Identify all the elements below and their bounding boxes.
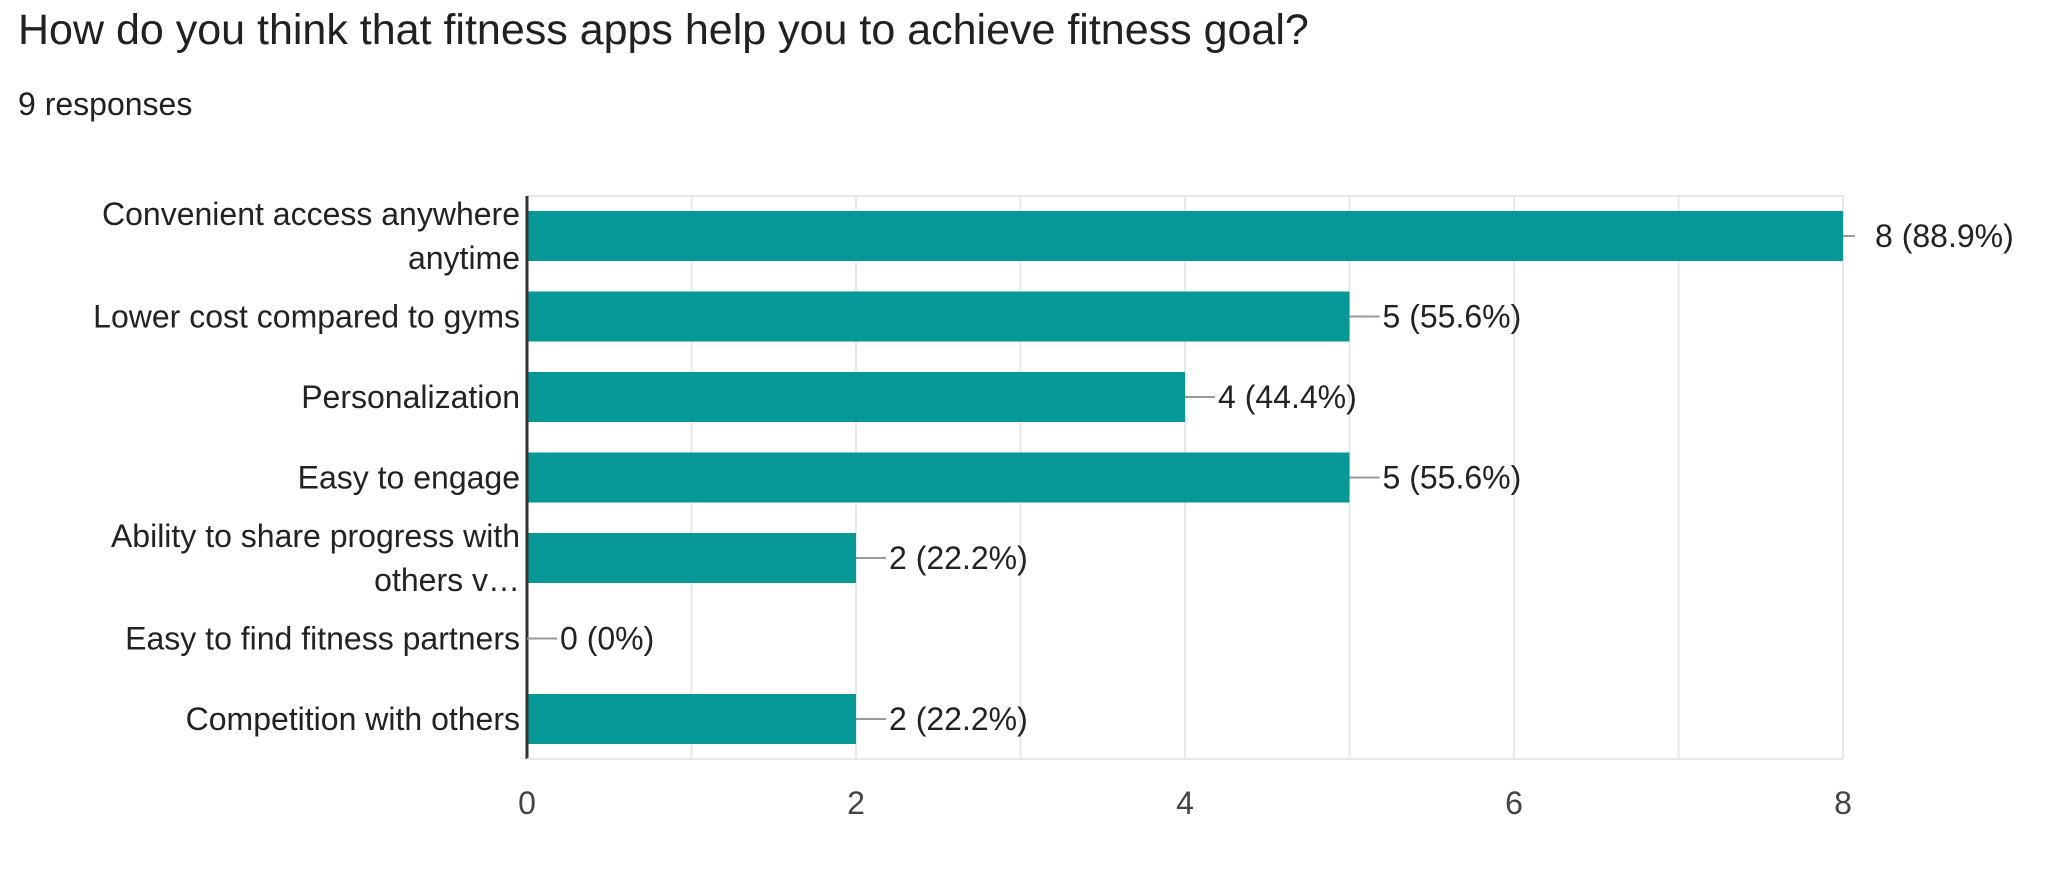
- data-label: 2 (22.2%): [889, 701, 1028, 737]
- bar: [527, 291, 1350, 342]
- data-label: 0 (0%): [560, 621, 654, 657]
- data-label: 4 (44.4%): [1218, 379, 1357, 415]
- category-label: others v…: [374, 562, 520, 598]
- category-label: Lower cost compared to gyms: [93, 299, 520, 335]
- category-label: Personalization: [301, 379, 520, 415]
- bar: [527, 694, 856, 744]
- category-label: Easy to engage: [298, 460, 520, 496]
- category-label: anytime: [408, 240, 520, 276]
- axes: 0 2 4 6 8: [518, 196, 1852, 821]
- data-label: 5 (55.6%): [1383, 460, 1522, 496]
- data-label: 2 (22.2%): [889, 540, 1028, 576]
- bar: [527, 452, 1350, 503]
- category-label: Easy to find fitness partners: [125, 621, 520, 657]
- x-tick-label: 0: [518, 785, 536, 821]
- x-tick-label: 8: [1834, 785, 1852, 821]
- response-count: 9 responses: [18, 86, 193, 122]
- x-tick-label: 6: [1505, 785, 1523, 821]
- category-label: Ability to share progress with: [111, 518, 520, 554]
- bar: [527, 533, 856, 583]
- labels: 8 (88.9%) Convenient access anywhere anyti…: [93, 196, 2014, 737]
- bar: [527, 211, 1843, 261]
- bars: [527, 211, 1843, 744]
- gridlines: [527, 195, 1844, 759]
- bar: [527, 372, 1185, 422]
- category-label: Convenient access anywhere: [102, 196, 520, 232]
- x-tick-label: 4: [1176, 785, 1194, 821]
- category-label: Competition with others: [186, 701, 520, 737]
- x-tick-label: 2: [847, 785, 865, 821]
- question-title: How do you think that fitness apps help …: [18, 6, 1309, 54]
- data-label: 8 (88.9%): [1875, 218, 2014, 254]
- data-label: 5 (55.6%): [1383, 299, 1522, 335]
